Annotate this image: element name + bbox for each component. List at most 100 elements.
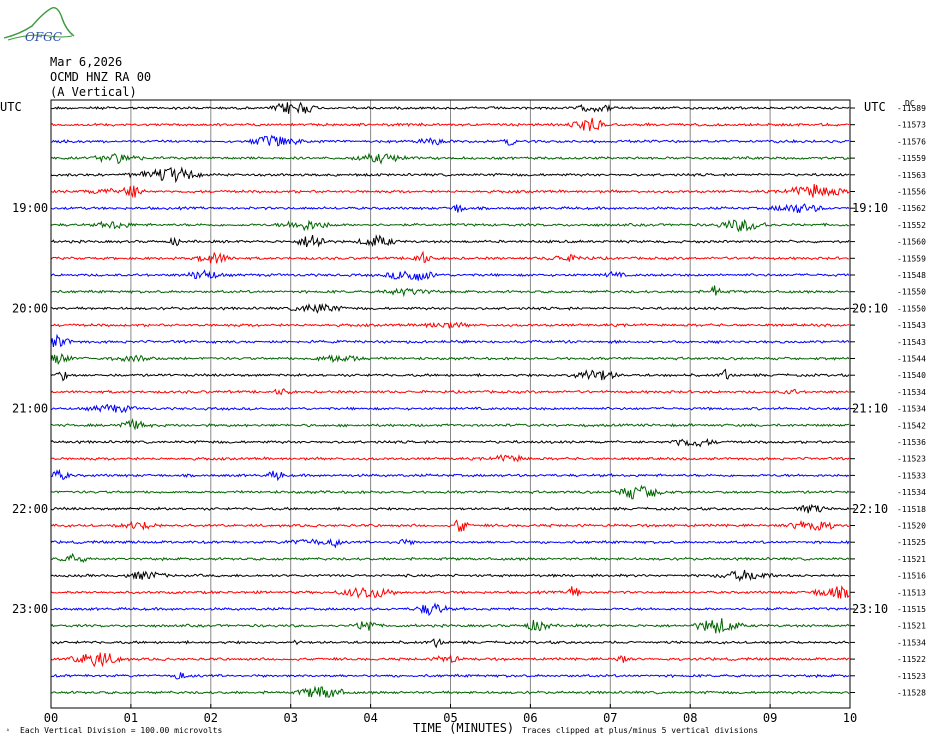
header-station: OCMD HNZ RA 00 bbox=[50, 70, 152, 84]
seismic-trace bbox=[50, 234, 850, 248]
dc-offset-label: -11563 bbox=[897, 171, 926, 180]
dc-offset-label: -11522 bbox=[897, 655, 926, 664]
dc-offset-label: -11552 bbox=[897, 221, 926, 230]
hour-label-right: 21:10 bbox=[852, 402, 888, 416]
seismic-trace bbox=[50, 250, 850, 264]
seismic-trace bbox=[50, 203, 850, 213]
seismic-trace bbox=[50, 269, 850, 281]
seismic-trace bbox=[50, 585, 850, 599]
seismic-trace bbox=[50, 468, 850, 482]
header-component: (A Vertical) bbox=[50, 85, 137, 99]
plot-frame bbox=[50, 99, 851, 709]
footer-scale-note: Each Vertical Division = 100.00 microvol… bbox=[20, 726, 222, 735]
x-tick-label: 00 bbox=[44, 711, 58, 725]
seismic-trace bbox=[50, 321, 850, 329]
dc-offset-label: -11515 bbox=[897, 605, 926, 614]
seismic-trace bbox=[50, 638, 850, 649]
seismic-trace bbox=[50, 652, 850, 668]
dc-offset-label: -11543 bbox=[897, 321, 926, 330]
seismic-trace bbox=[50, 672, 850, 680]
x-tick-label: 03 bbox=[283, 711, 297, 725]
seismic-trace bbox=[50, 569, 850, 583]
seismic-trace bbox=[50, 618, 850, 634]
seismic-trace bbox=[50, 219, 850, 233]
seismic-trace bbox=[50, 453, 850, 463]
dc-offset-label: -11573 bbox=[897, 121, 926, 130]
dc-label: DC bbox=[905, 99, 915, 108]
dc-offset-label: -11523 bbox=[897, 672, 926, 681]
dc-offset-label: -11559 bbox=[897, 254, 926, 263]
dc-offset-label: -11516 bbox=[897, 572, 926, 581]
seismic-trace bbox=[50, 152, 850, 165]
seismic-trace bbox=[50, 685, 850, 698]
dc-offset-label: -11556 bbox=[897, 188, 926, 197]
seismic-trace bbox=[50, 552, 850, 563]
dc-offset-label: -11523 bbox=[897, 455, 926, 464]
x-tick-label: 08 bbox=[683, 711, 697, 725]
seismic-trace bbox=[50, 538, 850, 549]
ofgc-logo: OFGC bbox=[3, 7, 75, 44]
dc-offset-label: -11550 bbox=[897, 304, 926, 313]
footer-clip-note: Traces clipped at plus/minus 5 vertical … bbox=[522, 726, 758, 735]
seismic-trace bbox=[50, 184, 850, 199]
hour-label-left: 21:00 bbox=[12, 402, 48, 416]
hour-label-left: 22:00 bbox=[12, 502, 48, 516]
x-tick-label: 02 bbox=[204, 711, 218, 725]
seismic-trace bbox=[50, 166, 850, 184]
logo-text: OFGC bbox=[25, 30, 62, 44]
dc-offset-label: -11544 bbox=[897, 355, 926, 364]
seismic-trace bbox=[50, 134, 850, 147]
hour-label-right: 22:10 bbox=[852, 502, 888, 516]
seismic-trace bbox=[50, 403, 850, 414]
footer-mark: ᴬ bbox=[6, 728, 10, 735]
hour-label-right: 19:10 bbox=[852, 201, 888, 215]
x-axis-title: TIME (MINUTES) bbox=[413, 721, 514, 735]
dc-offset-label: -11560 bbox=[897, 238, 926, 247]
seismic-trace bbox=[50, 388, 850, 396]
dc-offset-label: -11548 bbox=[897, 271, 926, 280]
seismic-trace bbox=[50, 285, 850, 298]
x-tick-label: 10 bbox=[843, 711, 857, 725]
seismic-trace bbox=[50, 438, 850, 448]
dc-offset-label: -11534 bbox=[897, 488, 926, 497]
seismic-trace bbox=[50, 503, 850, 514]
dc-offset-label: -11518 bbox=[897, 505, 926, 514]
dc-offset-label: -11520 bbox=[897, 522, 926, 531]
seismic-trace bbox=[50, 368, 850, 382]
dc-offset-label: -11521 bbox=[897, 555, 926, 564]
dc-offset-label: -11543 bbox=[897, 338, 926, 347]
dc-offset-label: -11533 bbox=[897, 471, 926, 480]
dc-offset-label: -11513 bbox=[897, 588, 926, 597]
seismic-trace bbox=[50, 602, 850, 617]
dc-offset-label: -11542 bbox=[897, 421, 926, 430]
trace-group bbox=[50, 101, 850, 698]
x-tick-label: 06 bbox=[523, 711, 537, 725]
dc-offset-label: -11534 bbox=[897, 405, 926, 414]
dc-offset-label: -11550 bbox=[897, 288, 926, 297]
dc-offset-label: -11528 bbox=[897, 689, 926, 698]
utc-label-left: UTC bbox=[0, 100, 22, 114]
dc-offset-label: -11534 bbox=[897, 388, 926, 397]
seismic-trace bbox=[50, 353, 850, 366]
x-tick-label: 07 bbox=[603, 711, 617, 725]
dc-offset-label: -11534 bbox=[897, 638, 926, 647]
seismic-trace bbox=[50, 333, 850, 348]
x-tick-label: 01 bbox=[124, 711, 138, 725]
dc-offset-label: -11576 bbox=[897, 137, 926, 146]
x-tick-label: 04 bbox=[363, 711, 377, 725]
seismic-trace bbox=[50, 519, 850, 532]
dc-offset-label: -11540 bbox=[897, 371, 926, 380]
x-tick-label: 05 bbox=[443, 711, 457, 725]
hour-label-right: 23:10 bbox=[852, 602, 888, 616]
hour-label-left: 23:00 bbox=[12, 602, 48, 616]
hour-label-right: 20:10 bbox=[852, 301, 888, 315]
dc-offset-label: -11562 bbox=[897, 204, 926, 213]
dc-offset-label: -11521 bbox=[897, 622, 926, 631]
header-date: Mar 6,2026 bbox=[50, 55, 123, 69]
utc-label-right: UTC bbox=[864, 100, 886, 114]
hour-label-left: 19:00 bbox=[12, 201, 48, 215]
seismic-trace bbox=[50, 417, 850, 431]
dc-offset-label: -11589 bbox=[897, 104, 926, 113]
seismic-trace bbox=[51, 101, 850, 115]
